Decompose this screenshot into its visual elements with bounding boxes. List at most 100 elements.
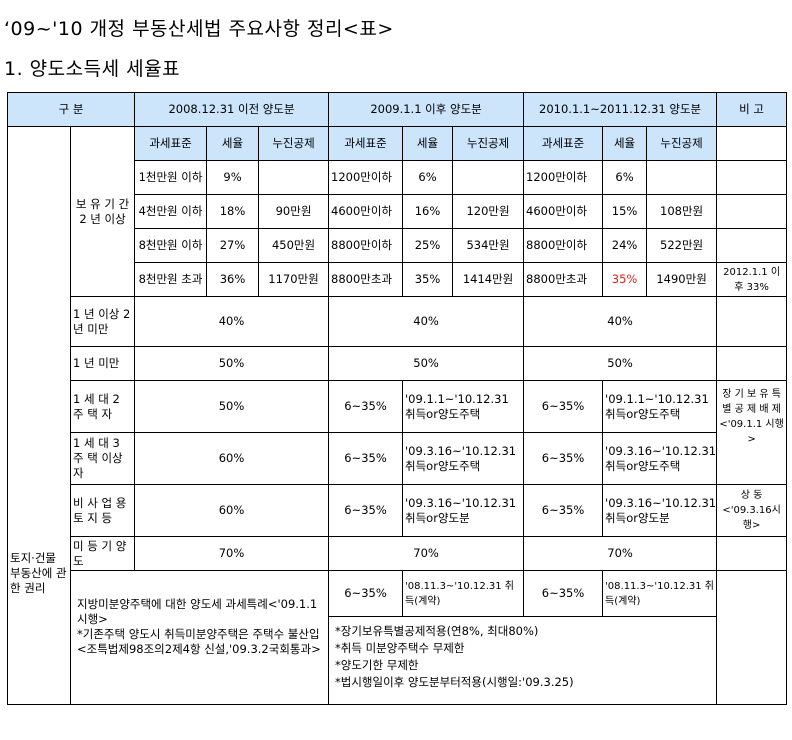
table-cell: '09.3.16~'10.12.31 취득or양도분 bbox=[402, 484, 525, 537]
table-cell: 6~35% bbox=[523, 484, 604, 537]
table-cell: 6~35% bbox=[523, 380, 604, 433]
table-cell: '08.11.3~'10.12.31 취득(계약) bbox=[402, 570, 525, 617]
table-cell: 40% bbox=[328, 296, 525, 347]
sub-header-base: 과세표준 bbox=[328, 126, 404, 161]
remark-cell bbox=[716, 536, 788, 571]
table-cell: 1414만원 bbox=[452, 262, 525, 297]
remark-cell bbox=[716, 296, 788, 347]
table-cell: 534만원 bbox=[452, 228, 525, 263]
row-label: 1 세 대 2 주 택 자 bbox=[69, 380, 136, 433]
table-cell: 8800만이하 bbox=[523, 228, 604, 263]
table-cell: 1170만원 bbox=[258, 262, 330, 297]
table-cell: 60% bbox=[134, 432, 330, 485]
table-cell: 6~35% bbox=[328, 380, 404, 433]
table-cell: 27% bbox=[206, 228, 260, 263]
table-row: 1천만원 이하 9% 1200만이하 6% 1200만이하 6% bbox=[8, 160, 788, 195]
table-row: 미 등 기 양도 70% 70% 70% bbox=[8, 536, 788, 571]
table-cell: 60% bbox=[134, 484, 330, 537]
remark-cell bbox=[716, 160, 788, 195]
table-cell: '08.11.3~'10.12.31 취득(계약) bbox=[602, 570, 718, 617]
table-row: 1 세 대 2 주 택 자 50% 6~35% '09.1.1~'10.12.3… bbox=[8, 380, 788, 485]
tax-rate-table: 구 분 2008.12.31 이전 양도분 2009.1.1 이후 양도분 20… bbox=[6, 92, 788, 705]
table-cell: 70% bbox=[328, 536, 525, 571]
sub-header-base: 과세표준 bbox=[134, 126, 208, 161]
table-cell: 6~35% bbox=[328, 432, 404, 485]
remark-cell bbox=[716, 194, 788, 229]
sub-header-rate: 세율 bbox=[602, 126, 648, 161]
sub-header-row: 토지·건물 부동산에 관한 권리 보 유 기 간 2 년 이상 과세표준 세율 … bbox=[7, 126, 788, 705]
sub-header-deduction: 누진공제 bbox=[646, 126, 718, 161]
table-cell bbox=[452, 160, 525, 195]
header-row: 구 분 2008.12.31 이전 양도분 2009.1.1 이후 양도분 20… bbox=[6, 92, 788, 127]
table-cell: 6~35% bbox=[328, 570, 404, 617]
header-category: 구 분 bbox=[6, 92, 136, 127]
remark-cell: 2012.1.1 이후 33% bbox=[716, 262, 788, 297]
row-label: 1 년 이상 2 년 미만 bbox=[69, 296, 136, 347]
table-cell: 108만원 bbox=[646, 194, 718, 229]
sub-header-base: 과세표준 bbox=[523, 126, 604, 161]
table-cell: 50% bbox=[134, 380, 330, 433]
table-cell bbox=[646, 160, 718, 195]
table-cell: 8천만원 초과 bbox=[134, 262, 208, 297]
table-cell: 4600만이하 bbox=[328, 194, 404, 229]
table-cell: 36% bbox=[206, 262, 260, 297]
table-row: 1 년 이상 2 년 미만 40% 40% 40% bbox=[8, 296, 788, 347]
table-cell: 8800만초과 bbox=[328, 262, 404, 297]
table-row: 비 사 업 용 토 지 등 60% 6~35% '09.3.16~'10.12.… bbox=[8, 484, 788, 537]
table-cell: '09.3.16~'10.12.31 취득or양도주택 bbox=[602, 432, 718, 485]
table-cell: 4천만원 이하 bbox=[134, 194, 208, 229]
list-item: *양도기한 무제한 bbox=[335, 658, 419, 672]
header-remarks: 비 고 bbox=[716, 92, 788, 127]
row-label: 미 등 기 양도 bbox=[69, 536, 136, 571]
table-cell: 8800만이하 bbox=[328, 228, 404, 263]
table-cell: '09.1.1~'10.12.31 취득or양도주택 bbox=[402, 380, 525, 433]
special-rule-cell: 지방미분양주택에 대한 양도세 과세특례<'09.1.1 시행> *기존주택 양… bbox=[69, 570, 330, 705]
table-cell: 15% bbox=[602, 194, 648, 229]
table-row: *장기보유특별공제적용(연8%, 최대80%) *취득 미분양주택수 무제한 *… bbox=[8, 616, 787, 705]
table-cell: 40% bbox=[523, 296, 718, 347]
sub-header-deduction: 누진공제 bbox=[258, 126, 330, 161]
table-row: 8천만원 초과 36% 1170만원 8800만초과 35% 1414만원 88… bbox=[8, 262, 788, 297]
table-cell: 1490만원 bbox=[646, 262, 718, 297]
sub-header-rate: 세율 bbox=[206, 126, 260, 161]
table-cell: 6% bbox=[602, 160, 648, 195]
table-cell: 70% bbox=[134, 536, 330, 571]
section-subtitle: 1. 양도소득세 세율표 bbox=[4, 58, 181, 80]
special-bullets-cell: *장기보유특별공제적용(연8%, 최대80%) *취득 미분양주택수 무제한 *… bbox=[328, 616, 718, 705]
row-group-over-2-years: 보 유 기 간 2 년 이상 bbox=[69, 126, 136, 297]
remark-cell bbox=[716, 228, 788, 263]
header-period-2008: 2008.12.31 이전 양도분 bbox=[134, 92, 330, 127]
table-cell: 1200만이하 bbox=[328, 160, 404, 195]
table-cell: 50% bbox=[523, 346, 718, 381]
sub-header-rate: 세율 bbox=[402, 126, 454, 161]
row-group-land: 토지·건물 부동산에 관한 권리 bbox=[7, 126, 71, 705]
table-cell: 6~35% bbox=[523, 570, 604, 617]
special-bullet-list: *장기보유특별공제적용(연8%, 최대80%) *취득 미분양주택수 무제한 *… bbox=[335, 623, 714, 691]
highlighted-rate-cell: 35% bbox=[602, 262, 648, 297]
special-rule-title: 지방미분양주택에 대한 양도세 과세특례<'09.1.1 시행> bbox=[77, 597, 318, 626]
table-cell: 6~35% bbox=[523, 432, 604, 485]
table-cell: 50% bbox=[328, 346, 525, 381]
table-cell: '09.1.1~'10.12.31 취득or양도주택 bbox=[602, 380, 718, 433]
list-item: *법시행일이후 양도분부터적용(시행일:'09.3.25) bbox=[335, 675, 574, 689]
page-title: ‘09~'10 개정 부동산세법 주요사항 정리<표> bbox=[4, 18, 394, 40]
table-cell: 70% bbox=[523, 536, 718, 571]
table-cell: 522만원 bbox=[646, 228, 718, 263]
table-cell bbox=[258, 160, 330, 195]
table-row: 지방미분양주택에 대한 양도세 과세특례<'09.1.1 시행> *기존주택 양… bbox=[8, 570, 788, 705]
table-cell: 4600만이하 bbox=[523, 194, 604, 229]
table-cell: 24% bbox=[602, 228, 648, 263]
table-cell: 50% bbox=[134, 346, 330, 381]
special-rule-note: *기존주택 양도시 취득미분양주택은 주택수 불산입<조특법제98조의2제4항 … bbox=[77, 627, 321, 656]
row-label: 비 사 업 용 토 지 등 bbox=[69, 484, 136, 537]
header-period-2010: 2010.1.1~2011.12.31 양도분 bbox=[523, 92, 718, 127]
list-item: *장기보유특별공제적용(연8%, 최대80%) bbox=[335, 624, 539, 638]
table-cell: 16% bbox=[402, 194, 454, 229]
table-cell: 9% bbox=[206, 160, 260, 195]
table-cell: 1천만원 이하 bbox=[134, 160, 208, 195]
table-cell: 6% bbox=[402, 160, 454, 195]
table-cell: 25% bbox=[402, 228, 454, 263]
table-cell: 18% bbox=[206, 194, 260, 229]
table-cell: 35% bbox=[402, 262, 454, 297]
table-cell: 1200만이하 bbox=[523, 160, 604, 195]
